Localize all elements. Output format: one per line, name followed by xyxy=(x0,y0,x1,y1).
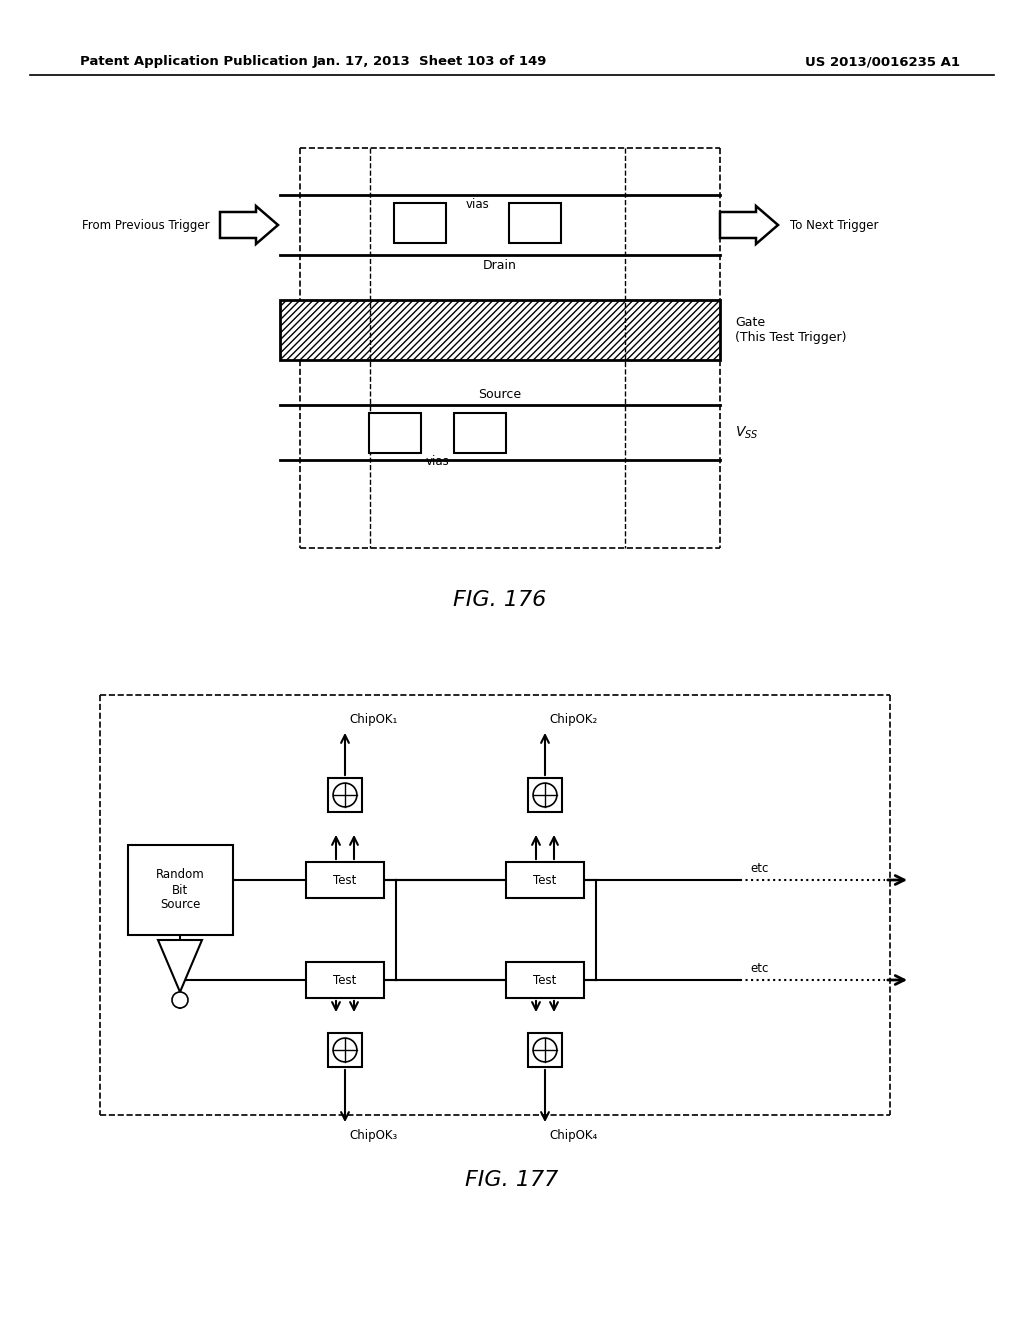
Circle shape xyxy=(333,1038,357,1061)
Bar xyxy=(394,203,446,243)
Text: $V_{SS}$: $V_{SS}$ xyxy=(735,425,759,441)
Bar xyxy=(328,1034,362,1067)
Text: FIG. 176: FIG. 176 xyxy=(454,590,547,610)
Text: ChipOK₂: ChipOK₂ xyxy=(549,713,597,726)
Bar xyxy=(528,1034,562,1067)
Text: etc: etc xyxy=(750,862,768,875)
Text: Test: Test xyxy=(334,874,356,887)
Text: Test: Test xyxy=(534,874,557,887)
Bar xyxy=(369,413,421,453)
Text: (This Test Trigger): (This Test Trigger) xyxy=(735,331,847,345)
FancyArrow shape xyxy=(720,206,778,244)
Text: To Next Trigger: To Next Trigger xyxy=(790,219,879,231)
Text: ChipOK₁: ChipOK₁ xyxy=(349,713,397,726)
Bar xyxy=(454,413,506,453)
Circle shape xyxy=(534,1038,557,1061)
Text: FIG. 177: FIG. 177 xyxy=(465,1170,559,1191)
Text: vias: vias xyxy=(426,455,450,469)
Text: Test: Test xyxy=(534,974,557,986)
Text: Drain: Drain xyxy=(483,259,517,272)
Circle shape xyxy=(172,993,188,1008)
Bar xyxy=(280,300,720,360)
Bar xyxy=(128,845,232,935)
Bar xyxy=(506,962,584,998)
Text: ChipOK₃: ChipOK₃ xyxy=(349,1129,397,1142)
Text: ChipOK₄: ChipOK₄ xyxy=(549,1129,597,1142)
Circle shape xyxy=(534,783,557,807)
Bar xyxy=(328,777,362,812)
Bar xyxy=(280,300,720,360)
Bar xyxy=(306,962,384,998)
Text: Gate: Gate xyxy=(735,315,765,329)
Text: US 2013/0016235 A1: US 2013/0016235 A1 xyxy=(805,55,961,69)
Circle shape xyxy=(333,783,357,807)
Bar xyxy=(509,203,561,243)
Text: From Previous Trigger: From Previous Trigger xyxy=(82,219,210,231)
Bar xyxy=(506,862,584,898)
Text: vias: vias xyxy=(466,198,489,211)
Text: etc: etc xyxy=(750,962,768,975)
Text: Test: Test xyxy=(334,974,356,986)
Text: Jan. 17, 2013  Sheet 103 of 149: Jan. 17, 2013 Sheet 103 of 149 xyxy=(312,55,547,69)
Text: Source: Source xyxy=(478,388,521,401)
FancyArrow shape xyxy=(220,206,278,244)
Bar xyxy=(528,777,562,812)
Bar xyxy=(306,862,384,898)
Text: Patent Application Publication: Patent Application Publication xyxy=(80,55,308,69)
Polygon shape xyxy=(158,940,202,993)
Text: Random
Bit
Source: Random Bit Source xyxy=(156,869,205,912)
